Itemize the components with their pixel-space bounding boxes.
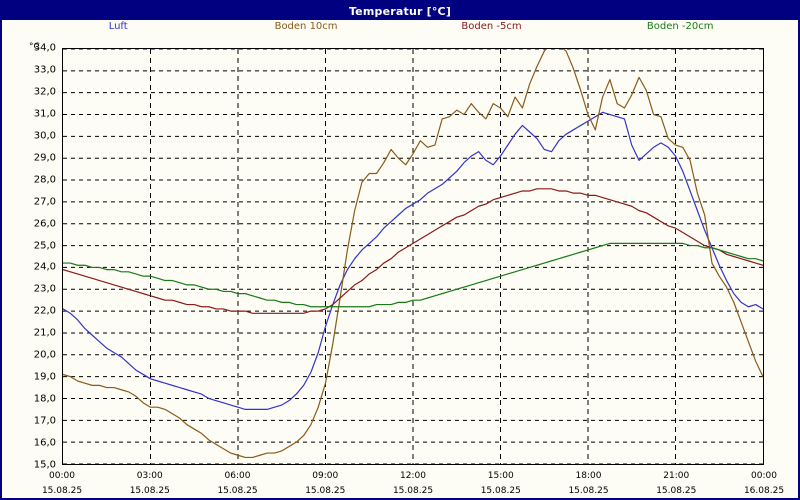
x-tick-time: 03:00 [136, 471, 163, 481]
x-tick-date: 15.08.25 [217, 486, 258, 496]
legend-item-4: Boden -20cm [647, 21, 714, 32]
x-tick-time: 00:00 [751, 471, 777, 481]
x-tick-date: 15.08.25 [656, 486, 697, 496]
y-tick-label: 32,0 [33, 86, 56, 98]
x-tick-date: 15.08.25 [568, 486, 609, 496]
legend-label: Boden -20cm [646, 21, 714, 32]
y-tick-label: 31,0 [33, 108, 56, 120]
y-tick-label: 30,0 [33, 130, 56, 142]
page-title: Temperatur [°C] [348, 4, 452, 18]
x-tick-date: 16.08.25 [743, 486, 785, 496]
y-tick-label: 19,0 [33, 371, 56, 383]
y-tick-label: 18,0 [33, 393, 56, 405]
data-series-lines [63, 49, 763, 464]
series-line-4 [63, 243, 763, 306]
x-tick-time: 21:00 [663, 471, 690, 481]
series-line-1 [63, 112, 763, 409]
y-tick-label: 22,0 [33, 305, 56, 317]
legend-item-2: Boden 10cm [275, 21, 338, 32]
y-tick-label: 24,0 [33, 261, 56, 273]
y-axis-unit-label: °C [29, 42, 40, 52]
y-tick-label: 28,0 [33, 174, 56, 186]
plot-area [62, 48, 764, 465]
x-tick-time: 18:00 [575, 471, 602, 481]
y-tick-label: 16,0 [33, 437, 56, 449]
chart-legend: Luft Boden 10cm Boden -5cm Boden -20cm [2, 21, 798, 37]
x-tick-date: 15.08.25 [41, 486, 83, 496]
series-line-3 [63, 189, 763, 314]
y-tick-label: 34,0 [33, 42, 56, 54]
y-tick-label: 25,0 [33, 240, 56, 252]
x-tick-time: 09:00 [312, 471, 339, 481]
legend-item-3: Boden -5cm [461, 21, 521, 32]
x-tick-time: 06:00 [224, 471, 251, 481]
x-tick-date: 15.08.25 [305, 486, 346, 496]
window-title-bar: Temperatur [°C] [2, 2, 798, 20]
y-tick-label: 20,0 [33, 349, 56, 361]
legend-label: Luft [108, 21, 128, 32]
y-tick-label: 15,0 [33, 459, 56, 471]
y-tick-label: 21,0 [33, 327, 56, 339]
legend-item-1: Luft [109, 21, 128, 32]
y-tick-label: 26,0 [33, 218, 56, 230]
x-tick-date: 15.08.25 [392, 486, 434, 496]
x-tick-date: 15.08.25 [129, 486, 170, 496]
x-tick-time: 15:00 [487, 471, 514, 481]
legend-label: Boden -5cm [461, 21, 522, 32]
y-tick-label: 17,0 [33, 415, 56, 427]
x-tick-date: 15.08.25 [480, 486, 521, 496]
y-tick-label: 29,0 [33, 152, 56, 164]
x-tick-time: 12:00 [400, 471, 426, 481]
series-line-2 [63, 49, 763, 457]
y-tick-label: 33,0 [33, 64, 56, 76]
x-tick-time: 00:00 [49, 471, 75, 481]
y-tick-label: 23,0 [33, 283, 56, 295]
grid-lines [63, 49, 763, 464]
y-tick-label: 27,0 [33, 196, 56, 208]
legend-label: Boden 10cm [274, 21, 338, 32]
